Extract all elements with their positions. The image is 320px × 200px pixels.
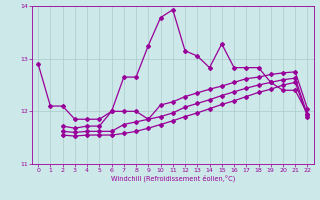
X-axis label: Windchill (Refroidissement éolien,°C): Windchill (Refroidissement éolien,°C) xyxy=(111,175,235,182)
